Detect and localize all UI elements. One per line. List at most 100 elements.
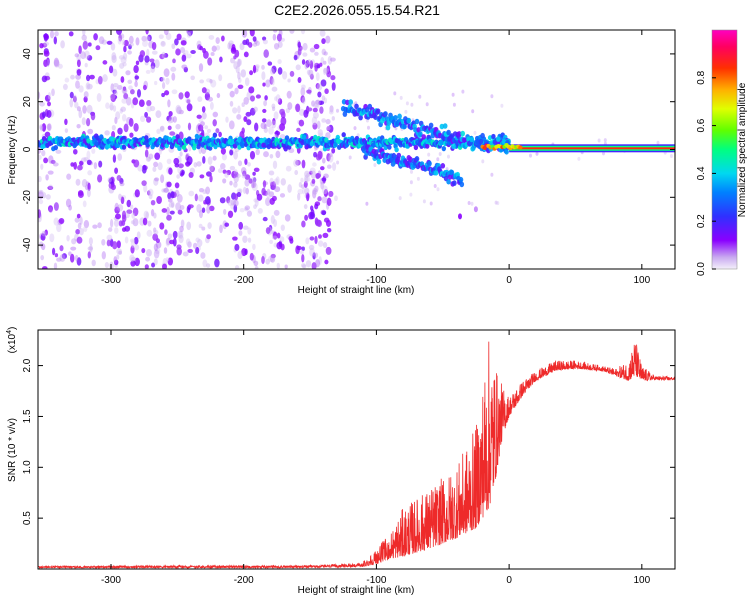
spectrogram-cell — [38, 154, 42, 160]
spectrogram-cell — [261, 118, 267, 123]
spectrogram-cell — [190, 49, 196, 55]
spectrogram-cell — [282, 71, 288, 80]
spectrogram-cell — [76, 59, 81, 68]
spectrogram-cell — [500, 103, 504, 108]
spectrogram-cell — [130, 260, 136, 267]
spectrogram-cell — [303, 204, 308, 210]
spectrogram-cell — [163, 247, 168, 254]
snr-xlabel: Height of straight line (km) — [298, 585, 415, 596]
spectrogram-cell — [109, 104, 114, 111]
spectrogram-cell — [276, 232, 281, 239]
spectrogram-cell — [457, 131, 462, 137]
spectrogram-cell — [82, 200, 87, 208]
spectrogram-cell — [84, 62, 88, 68]
spectrogram-cell — [238, 221, 244, 230]
spectrogram-cell — [280, 178, 286, 186]
spectrogram-cell — [183, 50, 189, 55]
spectrogram-cell — [418, 94, 422, 99]
spectrogram-cell — [266, 119, 272, 128]
spectrogram-cell — [150, 61, 156, 70]
spectrogram-cell — [305, 59, 310, 68]
spectrogram-cell — [147, 156, 151, 162]
spectrogram-cell — [108, 65, 114, 74]
spectrogram-cell — [297, 193, 301, 201]
spectrogram-cell — [273, 178, 279, 185]
spectrogram-cell — [79, 228, 84, 236]
spectrogram-cell — [249, 252, 254, 261]
spectrogram-cell — [241, 173, 246, 179]
y-tick-label: -20 — [22, 190, 33, 205]
spectrogram-cell — [244, 174, 251, 180]
spectrogram-cell — [106, 40, 113, 45]
spectrogram-cell — [123, 45, 127, 53]
spectrogram-cell — [289, 238, 294, 244]
spectrogram-cell — [122, 86, 127, 91]
spectrogram-cell — [167, 233, 173, 239]
spectrogram-cell — [53, 202, 59, 211]
spectrogram-cell — [145, 36, 151, 42]
spectrogram-cell — [123, 39, 129, 47]
spectrogram-cell — [173, 157, 180, 165]
spectrogram-cell — [167, 125, 172, 131]
spectrogram-cell — [314, 235, 318, 245]
spectrogram-cell — [151, 41, 157, 51]
spectrogram-cell — [275, 150, 281, 159]
spectrogram-cell — [53, 145, 58, 151]
spectrogram-cell — [315, 219, 321, 227]
spectrogram-cell — [321, 210, 327, 216]
spectrogram-cell — [227, 210, 234, 219]
spectrogram-cell — [518, 145, 523, 150]
spectrogram-cell — [271, 86, 278, 92]
spectrogram-cell — [146, 99, 152, 107]
spectrogram-cell — [315, 72, 320, 81]
spectrogram-cell — [257, 208, 263, 214]
spectrogram-cell — [425, 143, 430, 149]
spectrogram-cell — [165, 257, 170, 262]
spectrogram-cell — [577, 156, 581, 161]
spectrogram-cell — [315, 153, 322, 161]
spectrogram-cell — [177, 209, 183, 215]
spectrogram-cell — [229, 180, 233, 186]
spectrogram-cell — [85, 74, 91, 82]
spectrogram-cell — [438, 139, 444, 146]
spectrogram-cell — [209, 174, 213, 183]
spectrogram-cell — [320, 79, 327, 87]
spectrogram-cell — [433, 184, 437, 188]
spectrogram-cell — [276, 33, 282, 42]
spectrogram-cell — [427, 160, 432, 167]
spectrogram-cell — [120, 196, 125, 205]
spectrogram-cell — [301, 254, 305, 263]
spectrogram-cell — [44, 229, 48, 236]
spectrogram-cell — [269, 153, 274, 159]
spectrogram-cell — [264, 95, 268, 101]
spectrogram-cell — [146, 248, 152, 257]
spectrogram-cell — [311, 116, 318, 126]
spectrogram-cell — [87, 128, 94, 135]
spectrogram-cell — [236, 188, 243, 194]
spectrogram-cell — [315, 172, 322, 179]
spectrogram-cell — [271, 65, 277, 74]
spectrogram-cell — [304, 214, 309, 221]
spectrogram-cell — [50, 159, 56, 164]
spectrogram-cell — [298, 119, 305, 127]
colorbar-gradient — [712, 30, 737, 269]
spectrogram-cell — [98, 160, 103, 168]
spectrogram-cell — [112, 154, 117, 163]
spectrogram-cell — [110, 93, 117, 103]
spectrogram-cell — [179, 170, 184, 177]
spectrogram-cell — [179, 151, 183, 157]
spectrogram-cell — [490, 94, 494, 99]
spectrogram-cell — [98, 36, 105, 45]
spectrogram-cell — [301, 134, 307, 140]
spectrogram-cell — [187, 248, 193, 253]
spectrogram-cell — [166, 206, 170, 216]
spectrogram-cell — [97, 222, 102, 229]
spectrogram-cell — [93, 33, 98, 41]
y-tick-label: 40 — [22, 48, 33, 60]
spectrogram-cell — [158, 34, 164, 40]
colorbar-tick-label: 0.0 — [696, 262, 707, 276]
spectrogram-cell — [234, 87, 239, 95]
spectrogram-cell — [47, 123, 52, 132]
spectrogram-cell — [204, 92, 211, 101]
spectrogram-cell — [124, 236, 129, 244]
